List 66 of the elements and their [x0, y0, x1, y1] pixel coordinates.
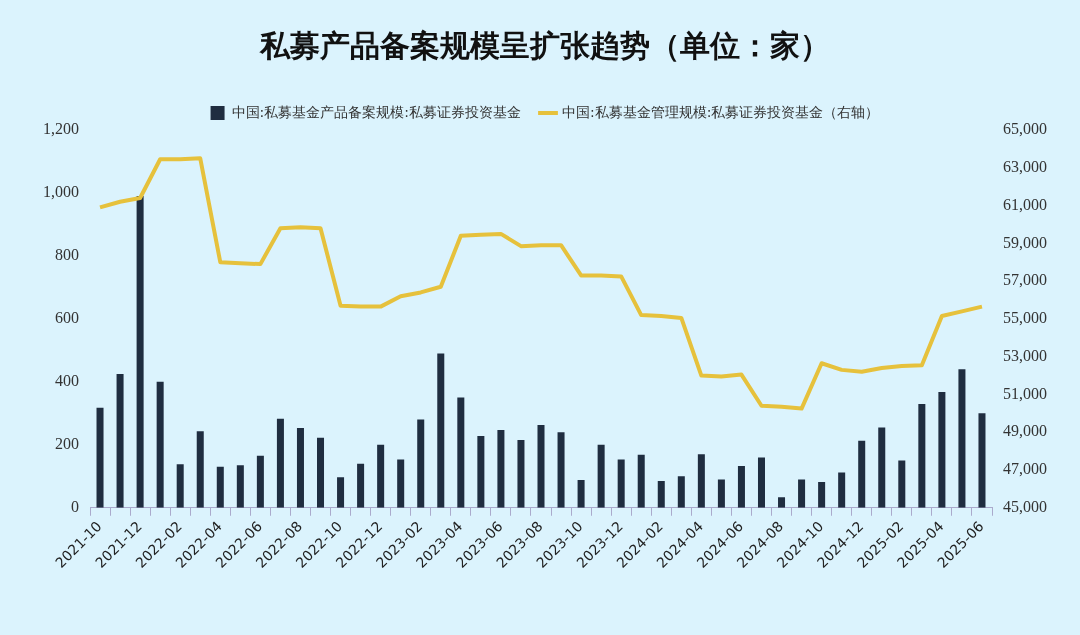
y2-tick-label: 59,000	[1003, 233, 1047, 251]
bar	[136, 196, 144, 508]
bar	[96, 407, 104, 508]
bar	[938, 391, 946, 508]
bar	[196, 431, 204, 508]
y-tick-label: 200	[55, 435, 79, 452]
y-tick-label: 800	[55, 246, 79, 264]
bar	[577, 480, 585, 508]
bar	[377, 444, 385, 508]
bar	[838, 472, 846, 508]
bar	[457, 397, 465, 508]
y-tick-label: 1,200	[43, 120, 79, 138]
bar	[858, 440, 866, 508]
bar	[116, 373, 124, 508]
bar	[778, 497, 786, 508]
y-tick-label: 1,000	[43, 183, 79, 201]
bar	[176, 464, 184, 508]
bar	[697, 454, 705, 508]
bar	[276, 418, 284, 508]
bar	[417, 419, 425, 508]
bar	[978, 413, 986, 508]
y2-tick-label: 63,000	[1003, 157, 1047, 175]
bar	[737, 465, 745, 508]
bar	[477, 435, 485, 508]
bar	[798, 479, 806, 508]
y-tick-label: 0	[71, 497, 79, 515]
y2-tick-label: 65,000	[1003, 120, 1047, 138]
bar	[337, 477, 345, 508]
bar	[898, 460, 906, 508]
y2-tick-label: 53,000	[1003, 346, 1047, 364]
y2-tick-label: 51,000	[1003, 384, 1047, 402]
bar	[537, 424, 545, 508]
bar	[757, 457, 765, 508]
y2-tick-label: 45,000	[1003, 497, 1047, 515]
bar	[256, 455, 264, 508]
bar	[958, 369, 966, 508]
bar	[296, 428, 304, 508]
y-tick-label: 400	[55, 372, 79, 390]
bar	[236, 465, 244, 508]
chart-title: 私募产品备案规模呈扩张趋势（单位：家）	[259, 27, 830, 63]
bar	[216, 466, 224, 508]
y-tick-label: 600	[55, 309, 79, 327]
bar	[597, 444, 605, 508]
bar	[397, 459, 405, 508]
bar	[878, 427, 886, 508]
bar	[517, 440, 525, 508]
y2-tick-label: 49,000	[1003, 422, 1047, 440]
legend-label: 中国:私募基金管理规模:私募证券投资基金（右轴）	[562, 103, 880, 120]
y2-tick-label: 57,000	[1003, 271, 1047, 289]
bar	[818, 481, 826, 508]
bar	[637, 454, 645, 508]
bar	[677, 476, 685, 508]
bar	[918, 403, 926, 508]
bar	[357, 463, 365, 508]
y2-tick-label: 61,000	[1003, 195, 1047, 213]
bar	[617, 459, 625, 508]
legend-label: 中国:私募基金产品备案规模:私募证券投资基金	[231, 103, 521, 120]
bar	[717, 479, 725, 508]
bar	[497, 430, 505, 508]
bar	[657, 481, 665, 508]
y2-tick-label: 47,000	[1003, 460, 1047, 478]
bar	[156, 381, 164, 508]
bar	[557, 432, 565, 508]
bar	[437, 353, 445, 508]
y2-tick-label: 55,000	[1003, 309, 1047, 327]
bar	[317, 437, 325, 508]
